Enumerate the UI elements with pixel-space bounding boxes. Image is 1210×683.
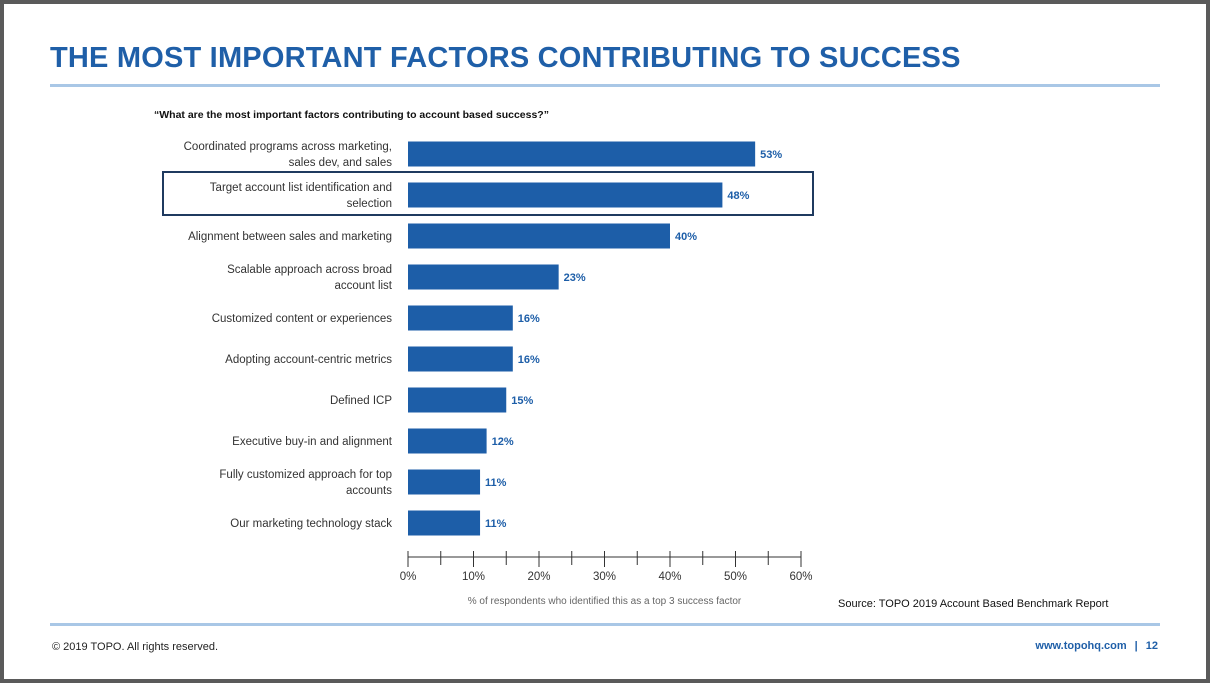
bar-chart: “What are the most important factors con… xyxy=(154,109,814,607)
bar-value-label: 23% xyxy=(564,272,586,284)
category-label: Our marketing technology stack xyxy=(230,518,392,530)
category-label: Target account list identification and se… xyxy=(210,182,392,210)
x-tick-label: 60% xyxy=(789,571,812,583)
bar xyxy=(408,141,756,167)
category-label: Fully customized approach for top account… xyxy=(219,469,392,497)
footer-divider xyxy=(50,623,1160,626)
bar-value-label: 12% xyxy=(492,436,514,448)
page-number: 12 xyxy=(1145,640,1158,652)
slide-title: THE MOST IMPORTANT FACTORS CONTRIBUTING … xyxy=(50,42,961,74)
bar xyxy=(408,428,487,454)
bar-value-label: 16% xyxy=(518,313,540,325)
category-label: Coordinated programs across marketing, sa… xyxy=(184,141,393,169)
footer-separator: | xyxy=(1134,640,1138,652)
category-label: Executive buy-in and alignment xyxy=(232,436,393,448)
x-tick-label: 20% xyxy=(527,571,550,583)
x-tick-label: 0% xyxy=(400,571,417,583)
slide: THE MOST IMPORTANT FACTORS CONTRIBUTING … xyxy=(4,4,1206,679)
category-label: Scalable approach across broad account li… xyxy=(227,264,393,292)
bar xyxy=(408,182,723,208)
bar-value-label: 11% xyxy=(485,518,507,530)
x-tick-label: 10% xyxy=(462,571,485,583)
copyright-text: © 2019 TOPO. All rights reserved. xyxy=(52,641,219,653)
bar-value-label: 11% xyxy=(485,477,507,489)
bar-value-label: 15% xyxy=(511,395,533,407)
category-label: Customized content or experiences xyxy=(212,313,393,325)
bar xyxy=(408,264,559,290)
bar-value-label: 40% xyxy=(675,231,697,243)
bar-value-label: 53% xyxy=(760,149,782,161)
footer-right: www.topohq.com | 12 xyxy=(1035,640,1158,652)
title-divider xyxy=(50,84,1160,87)
category-label: Alignment between sales and marketing xyxy=(188,231,392,243)
website-link[interactable]: www.topohq.com xyxy=(1035,640,1127,652)
bar-value-label: 48% xyxy=(727,190,749,202)
bar xyxy=(408,223,670,249)
bar xyxy=(408,346,513,372)
bar xyxy=(408,510,481,536)
bar-value-label: 16% xyxy=(518,354,540,366)
highlight-box xyxy=(162,171,814,216)
bar xyxy=(408,305,513,331)
chart-title: “What are the most important factors con… xyxy=(154,109,549,121)
x-tick-label: 50% xyxy=(724,571,747,583)
bar xyxy=(408,469,481,495)
bar xyxy=(408,387,507,413)
source-note: Source: TOPO 2019 Account Based Benchmar… xyxy=(838,598,1109,610)
x-tick-label: 30% xyxy=(593,571,616,583)
category-label: Adopting account-centric metrics xyxy=(225,354,392,366)
category-label: Defined ICP xyxy=(330,395,392,407)
x-tick-label: 40% xyxy=(658,571,681,583)
x-axis-label: % of respondents who identified this as … xyxy=(468,596,742,607)
